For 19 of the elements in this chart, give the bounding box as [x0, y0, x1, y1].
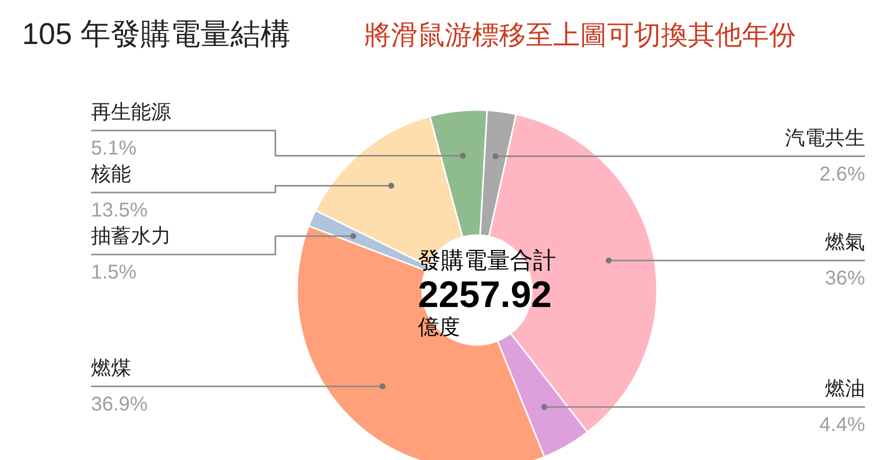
slice-label: 燃氣: [825, 231, 865, 254]
annotation: 2257.92: [418, 274, 552, 315]
value-label: 36%: [824, 267, 865, 290]
value-label: 1.5%: [91, 262, 137, 284]
annotation: 發購電量合計: [418, 247, 556, 273]
slice-label: 汽電共生: [785, 127, 865, 150]
subtitle: 將滑鼠游標移至上圖可切換其他年份: [364, 20, 796, 50]
annotation: 億度: [418, 316, 460, 339]
value-label: 5.1%: [91, 138, 137, 160]
value-label: 2.6%: [819, 163, 865, 186]
slice-label: 燃煤: [91, 357, 131, 380]
value-label: 36.9%: [91, 393, 148, 416]
slice-label: 再生能源: [91, 102, 171, 124]
slice-label: 抽蓄水力: [91, 226, 171, 248]
title: 105 年發購電量結構: [22, 18, 290, 51]
slice-label: 燃油: [825, 378, 865, 400]
value-label: 4.4%: [819, 414, 865, 436]
slice-label: 核能: [91, 164, 131, 186]
value-label: 13.5%: [91, 200, 148, 222]
